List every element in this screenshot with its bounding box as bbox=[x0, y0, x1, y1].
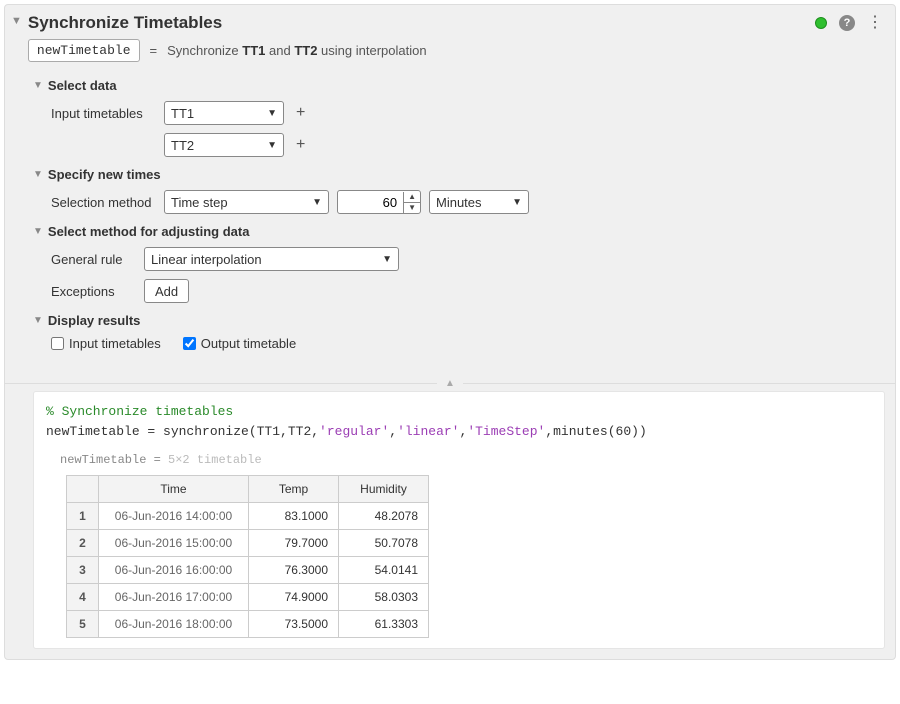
add-input-2-icon[interactable]: + bbox=[292, 137, 309, 153]
cell-temp: 76.3000 bbox=[249, 557, 339, 584]
row-number: 5 bbox=[67, 611, 99, 638]
row-number: 4 bbox=[67, 584, 99, 611]
input-timetable-dropdown-2[interactable]: TT2 ▼ bbox=[164, 133, 284, 157]
cell-humidity: 50.7078 bbox=[339, 530, 429, 557]
panel-separator[interactable]: ▲ bbox=[5, 375, 895, 391]
chevron-down-icon: ▼ bbox=[512, 197, 522, 208]
output-block: newTimetable = 5×2 timetable Time Temp H… bbox=[46, 451, 872, 638]
cell-humidity: 48.2078 bbox=[339, 503, 429, 530]
cell-time: 06-Jun-2016 15:00:00 bbox=[99, 530, 249, 557]
section-toggle-display[interactable]: ▼ bbox=[33, 315, 43, 326]
output-summary: newTimetable = 5×2 timetable bbox=[60, 451, 872, 469]
cell-time: 06-Jun-2016 18:00:00 bbox=[99, 611, 249, 638]
time-unit-dropdown[interactable]: Minutes ▼ bbox=[429, 190, 529, 214]
table-header-time: Time bbox=[99, 476, 249, 503]
selection-method-label: Selection method bbox=[51, 195, 156, 210]
output-timetable-checkbox[interactable]: Output timetable bbox=[183, 336, 296, 351]
input-timetables-label: Input timetables bbox=[51, 106, 156, 121]
separator-handle-icon[interactable]: ▲ bbox=[437, 378, 463, 389]
stepper-down-icon[interactable]: ▼ bbox=[404, 203, 420, 213]
chevron-down-icon: ▼ bbox=[267, 140, 277, 151]
table-row: 406-Jun-2016 17:00:0074.900058.0303 bbox=[67, 584, 429, 611]
table-row: 306-Jun-2016 16:00:0076.300054.0141 bbox=[67, 557, 429, 584]
section-adjust-data: ▼ Select method for adjusting data Gener… bbox=[33, 224, 885, 303]
section-title: Specify new times bbox=[48, 167, 161, 182]
section-toggle-adjust[interactable]: ▼ bbox=[33, 226, 43, 237]
panel-description: Synchronize TT1 and TT2 using interpolat… bbox=[167, 43, 426, 58]
cell-time: 06-Jun-2016 17:00:00 bbox=[99, 584, 249, 611]
general-rule-label: General rule bbox=[51, 252, 136, 267]
cell-humidity: 58.0303 bbox=[339, 584, 429, 611]
row-number: 3 bbox=[67, 557, 99, 584]
equals-sign: = bbox=[150, 43, 158, 58]
cell-temp: 83.1000 bbox=[249, 503, 339, 530]
cell-time: 06-Jun-2016 14:00:00 bbox=[99, 503, 249, 530]
row-number: 2 bbox=[67, 530, 99, 557]
table-header bbox=[67, 476, 99, 503]
time-step-input[interactable] bbox=[338, 195, 403, 210]
section-display-results: ▼ Display results Input timetables Outpu… bbox=[33, 313, 885, 351]
section-specify-times: ▼ Specify new times Selection method Tim… bbox=[33, 167, 885, 214]
table-row: 506-Jun-2016 18:00:0073.500061.3303 bbox=[67, 611, 429, 638]
cell-temp: 79.7000 bbox=[249, 530, 339, 557]
code-comment: % Synchronize timetables bbox=[46, 402, 872, 422]
add-exception-button[interactable]: Add bbox=[144, 279, 189, 303]
section-title: Display results bbox=[48, 313, 141, 328]
chevron-down-icon: ▼ bbox=[312, 197, 322, 208]
general-rule-dropdown[interactable]: Linear interpolation ▼ bbox=[144, 247, 399, 271]
panel-collapse-toggle[interactable]: ▼ bbox=[7, 11, 28, 27]
panel-title: Synchronize Timetables bbox=[28, 11, 815, 33]
cell-time: 06-Jun-2016 16:00:00 bbox=[99, 557, 249, 584]
section-title: Select data bbox=[48, 78, 117, 93]
table-row: 206-Jun-2016 15:00:0079.700050.7078 bbox=[67, 530, 429, 557]
cell-temp: 74.9000 bbox=[249, 584, 339, 611]
input-timetables-checkbox-input[interactable] bbox=[51, 337, 64, 350]
panel-header: ▼ Synchronize Timetables newTimetable = … bbox=[5, 5, 895, 72]
help-icon[interactable]: ? bbox=[839, 15, 855, 31]
output-table: Time Temp Humidity 106-Jun-2016 14:00:00… bbox=[66, 475, 429, 638]
cell-humidity: 54.0141 bbox=[339, 557, 429, 584]
output-timetable-checkbox-input[interactable] bbox=[183, 337, 196, 350]
chevron-down-icon: ▼ bbox=[267, 108, 277, 119]
table-header-humidity: Humidity bbox=[339, 476, 429, 503]
more-menu-icon[interactable]: ⋮ bbox=[867, 15, 883, 31]
table-header-temp: Temp bbox=[249, 476, 339, 503]
chevron-down-icon: ▼ bbox=[382, 254, 392, 265]
code-preview: % Synchronize timetables newTimetable = … bbox=[33, 391, 885, 649]
table-row: 106-Jun-2016 14:00:0083.100048.2078 bbox=[67, 503, 429, 530]
section-title: Select method for adjusting data bbox=[48, 224, 250, 239]
add-input-1-icon[interactable]: + bbox=[292, 105, 309, 121]
section-select-data: ▼ Select data Input timetables TT1 ▼ + T… bbox=[33, 78, 885, 157]
input-timetable-dropdown-1[interactable]: TT1 ▼ bbox=[164, 101, 284, 125]
code-line: newTimetable = synchronize(TT1,TT2,'regu… bbox=[46, 422, 872, 442]
section-toggle-select-data[interactable]: ▼ bbox=[33, 80, 43, 91]
row-number: 1 bbox=[67, 503, 99, 530]
synchronize-panel: ▼ Synchronize Timetables newTimetable = … bbox=[4, 4, 896, 660]
section-toggle-specify-times[interactable]: ▼ bbox=[33, 169, 43, 180]
cell-humidity: 61.3303 bbox=[339, 611, 429, 638]
stepper-up-icon[interactable]: ▲ bbox=[404, 192, 420, 203]
exceptions-label: Exceptions bbox=[51, 284, 136, 299]
status-indicator-icon bbox=[815, 17, 827, 29]
selection-method-dropdown[interactable]: Time step ▼ bbox=[164, 190, 329, 214]
time-step-value-stepper[interactable]: ▲ ▼ bbox=[337, 190, 421, 214]
cell-temp: 73.5000 bbox=[249, 611, 339, 638]
output-variable-field[interactable]: newTimetable bbox=[28, 39, 140, 62]
input-timetables-checkbox[interactable]: Input timetables bbox=[51, 336, 161, 351]
